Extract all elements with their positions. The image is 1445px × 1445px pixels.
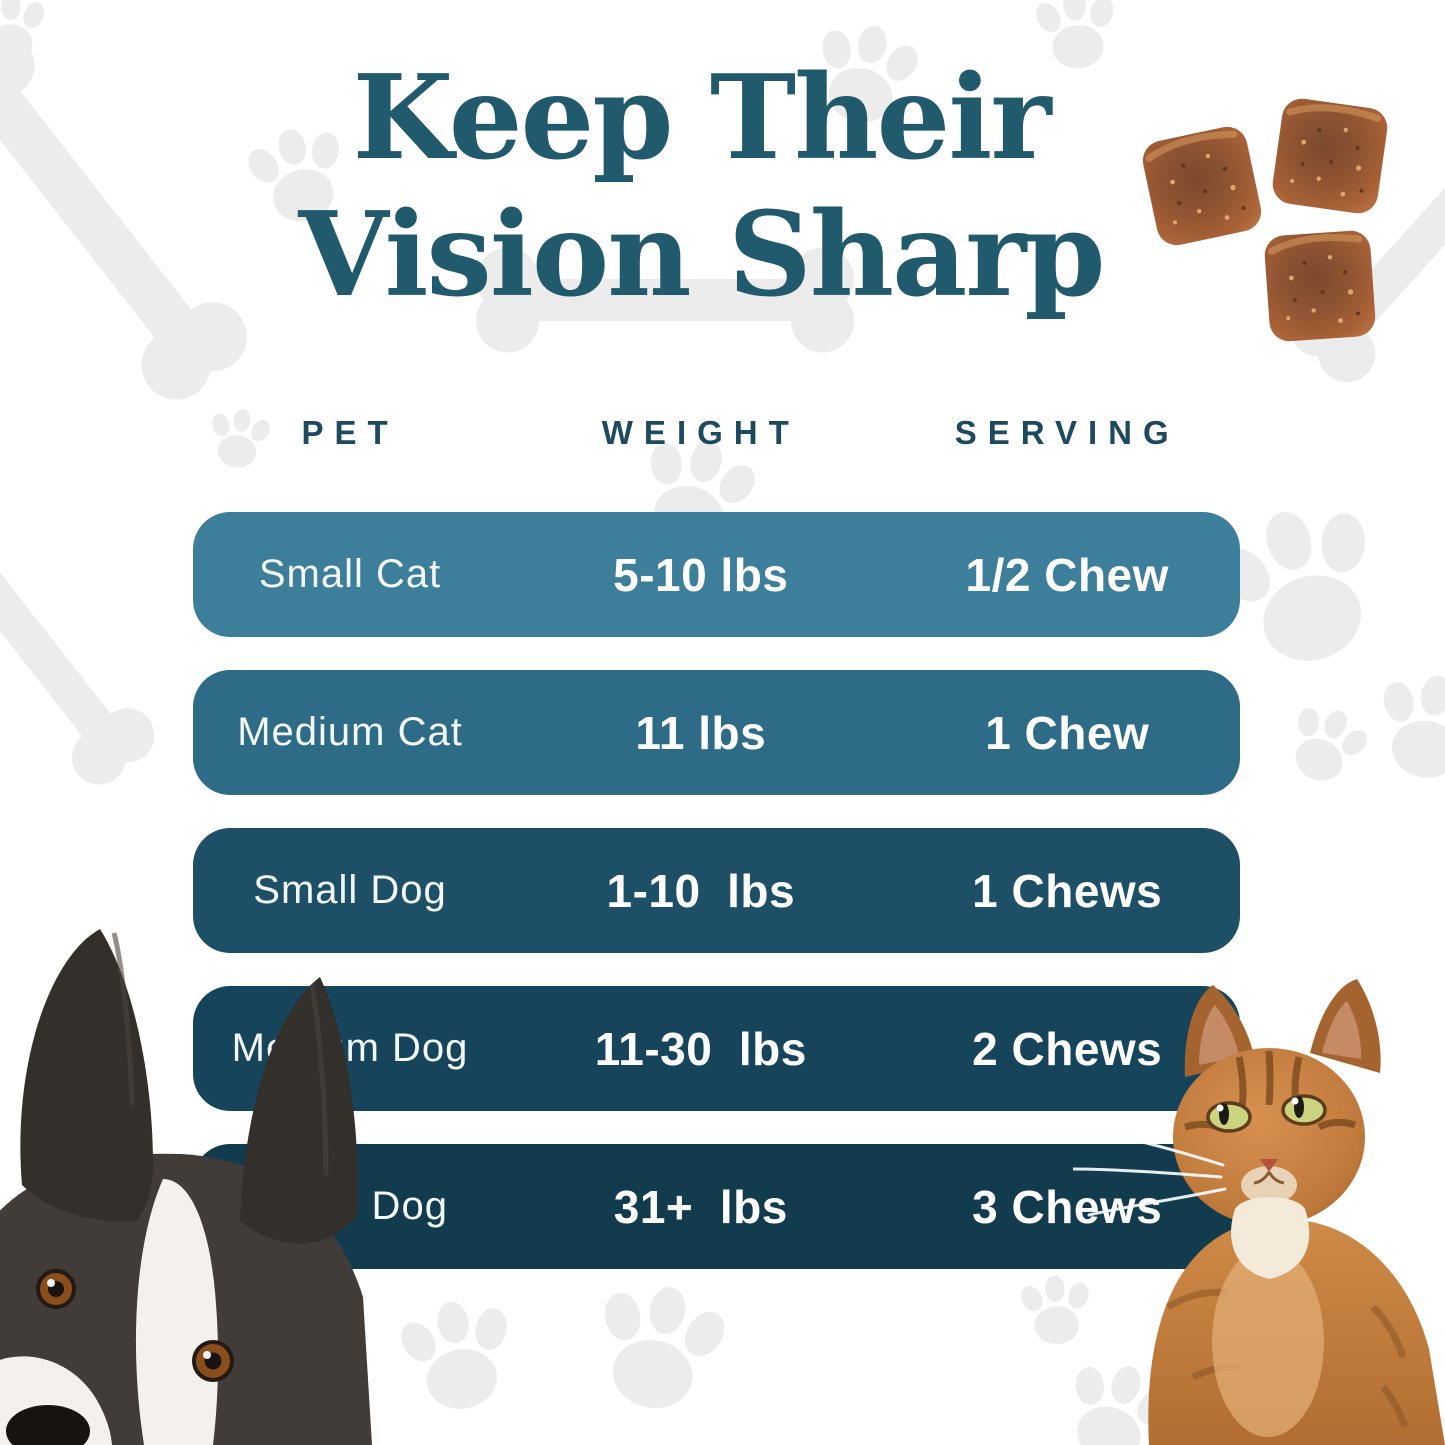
header-weight: WEIGHT <box>601 414 800 451</box>
table-row: Medium Dog 11-30 lbs 2 Chews <box>193 986 1240 1111</box>
pet-name: Medium Cat <box>237 710 463 754</box>
serving-value: 2 Chews <box>972 1022 1163 1075</box>
table-rows: Small Cat 5-10 lbs 1/2 Chew Medium Cat 1… <box>193 512 1240 1269</box>
header-serving: SERVING <box>954 414 1180 451</box>
serving-value: 1/2 Chew <box>965 548 1169 601</box>
cat-whiskers <box>1073 1125 1227 1217</box>
weight-value: 11-30 lbs <box>594 1022 807 1075</box>
supplement-chews-photo <box>1134 68 1444 368</box>
pet-name: Small Cat <box>258 552 442 596</box>
dog-photo <box>0 929 372 1445</box>
cat-right-eye <box>1281 1094 1327 1126</box>
weight-value: 11 lbs <box>635 706 767 759</box>
table-row: Small Dog 1-10 lbs 1 Chews <box>193 828 1240 953</box>
table-row: Small Cat 5-10 lbs 1/2 Chew <box>193 512 1240 637</box>
cat-left-eye <box>1206 1101 1252 1133</box>
table-row: Medium Cat 11 lbs 1 Chew <box>193 670 1240 795</box>
dog-nose <box>6 1405 90 1445</box>
dog-right-eye <box>192 1340 234 1382</box>
weight-value: 5-10 lbs <box>613 548 789 601</box>
page-title: Keep Their Vision Sharp <box>0 50 1402 324</box>
cat-nose <box>1260 1159 1278 1172</box>
header-pet: PET <box>301 414 399 451</box>
serving-value: 1 Chews <box>972 864 1163 917</box>
serving-value: 1 Chew <box>985 706 1150 759</box>
pet-name: Small Dog <box>253 868 447 912</box>
title-line1: Keep Their <box>352 50 1051 186</box>
weight-value: 31+ lbs <box>613 1180 788 1233</box>
table-row: Large Dog 31+ lbs 3 Chews <box>193 1144 1240 1269</box>
dog-left-eye <box>36 1269 76 1309</box>
cat-photo <box>1073 979 1445 1445</box>
title-line2: Vision Sharp <box>298 186 1106 323</box>
weight-value: 1-10 lbs <box>606 864 796 917</box>
table-header: PET WEIGHT SERVING <box>193 414 1240 452</box>
